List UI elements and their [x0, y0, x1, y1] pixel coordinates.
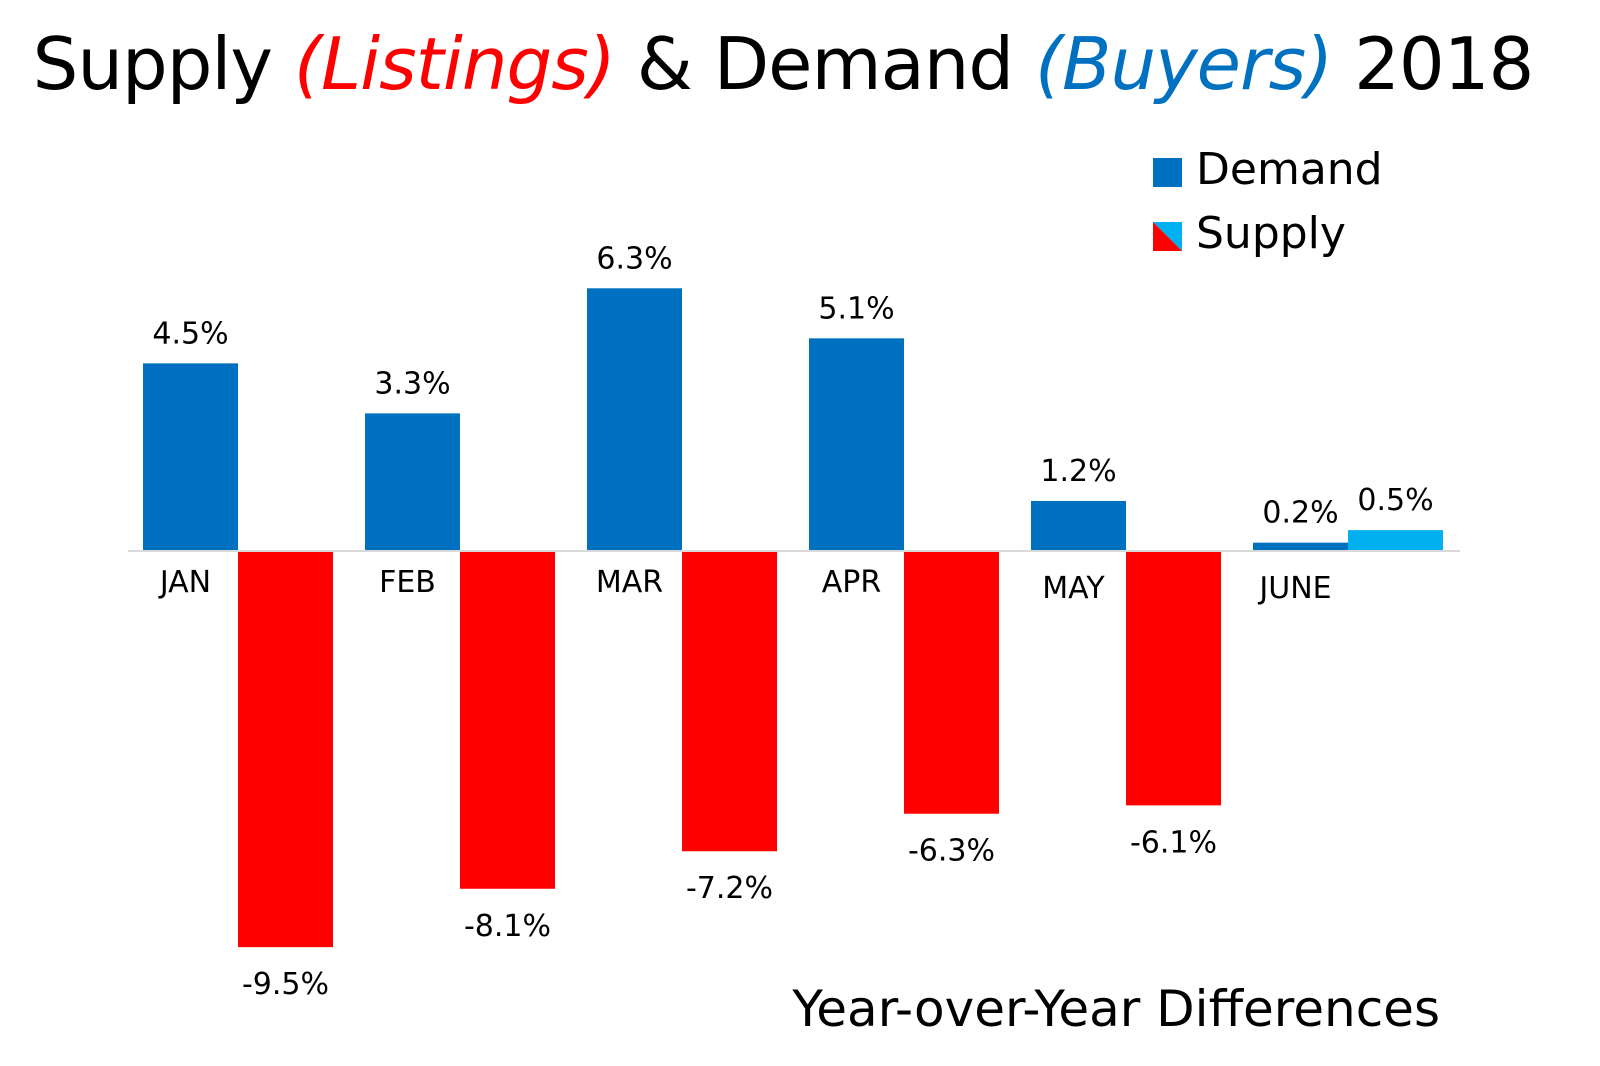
supply-value-label: -7.2% — [686, 871, 773, 906]
chart-subtitle: Year-over-Year Differences — [792, 980, 1440, 1038]
title-buyers: (Buyers) — [1034, 22, 1333, 106]
demand-value-label: 3.3% — [374, 366, 450, 401]
demand-bar — [1253, 542, 1348, 551]
title-text: Supply — [32, 22, 294, 106]
title-year: 2018 — [1332, 22, 1534, 106]
supply-bar — [682, 551, 777, 852]
demand-value-label: 1.2% — [1040, 454, 1116, 489]
supply-value-label: -6.1% — [1130, 825, 1217, 860]
demand-value-label: 4.5% — [152, 316, 228, 351]
supply-bar — [460, 551, 555, 889]
supply-bar — [238, 551, 333, 948]
category-label: JAN — [158, 565, 211, 600]
supply-value-label: -6.3% — [908, 834, 995, 869]
legend-demand-label: Demand — [1196, 144, 1383, 195]
category-label: JUNE — [1257, 571, 1331, 606]
supply-bar — [1126, 551, 1221, 806]
legend-demand-swatch — [1153, 158, 1182, 187]
supply-value-label: 0.5% — [1357, 483, 1433, 518]
category-label: MAY — [1042, 571, 1105, 606]
demand-bar — [365, 413, 460, 551]
demand-value-label: 5.1% — [818, 291, 894, 326]
demand-value-label: 6.3% — [596, 241, 672, 276]
title-text: & Demand — [614, 22, 1035, 106]
legend-supply-label: Supply — [1196, 208, 1346, 259]
supply-value-label: -9.5% — [242, 967, 329, 1002]
demand-bar — [143, 363, 238, 551]
supply-value-label: -8.1% — [464, 909, 551, 944]
demand-bar — [809, 338, 904, 551]
title-listings: (Listings) — [293, 22, 616, 106]
demand-bar — [1031, 500, 1126, 551]
chart-title: Supply (Listings) & Demand (Buyers) 2018 — [0, 22, 1566, 106]
legend-supply-swatch-negative — [1153, 222, 1182, 251]
category-label: MAR — [596, 565, 663, 600]
demand-bar — [587, 288, 682, 551]
supply-bar — [904, 551, 999, 814]
category-label: FEB — [379, 565, 436, 600]
demand-value-label: 0.2% — [1262, 496, 1338, 531]
supply-bar — [1348, 530, 1443, 551]
category-label: APR — [822, 565, 881, 600]
